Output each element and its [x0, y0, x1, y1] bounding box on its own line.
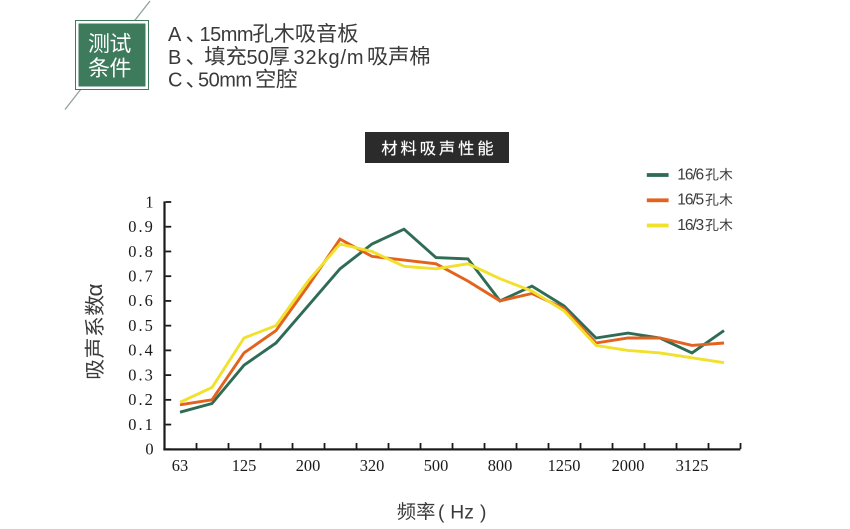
svg-text:0.9: 0.9: [128, 217, 155, 236]
svg-text:1: 1: [145, 192, 153, 211]
svg-text:50mm: 50mm: [198, 70, 252, 92]
svg-text:0.6: 0.6: [128, 291, 155, 310]
svg-text:63: 63: [172, 456, 188, 475]
svg-text:A: A: [168, 24, 182, 46]
svg-text:3125: 3125: [676, 456, 709, 475]
svg-text:2000: 2000: [612, 456, 645, 475]
svg-text:125: 125: [232, 456, 257, 475]
svg-text:16/3: 16/3: [677, 217, 703, 234]
svg-text:50: 50: [247, 47, 269, 69]
svg-text:α: α: [82, 283, 107, 296]
svg-text:15mm: 15mm: [200, 24, 254, 46]
svg-text:32kg/m: 32kg/m: [294, 47, 365, 69]
svg-text:0.2: 0.2: [128, 390, 155, 409]
svg-text:0.7: 0.7: [128, 266, 155, 285]
svg-text:Hz: Hz: [450, 502, 474, 523]
svg-text:C: C: [168, 70, 182, 92]
svg-text:1250: 1250: [548, 456, 581, 475]
svg-text:800: 800: [488, 456, 513, 475]
svg-text:0.1: 0.1: [128, 415, 155, 434]
svg-text:16/6: 16/6: [677, 166, 703, 183]
svg-text:0.8: 0.8: [128, 242, 155, 261]
svg-text:(: (: [438, 502, 445, 523]
svg-text:16/5: 16/5: [677, 192, 703, 209]
svg-text:0.4: 0.4: [128, 341, 155, 360]
svg-text:500: 500: [424, 456, 449, 475]
svg-text:320: 320: [360, 456, 385, 475]
svg-text:0.3: 0.3: [128, 365, 155, 384]
svg-text:200: 200: [296, 456, 321, 475]
svg-text:): ): [480, 502, 486, 523]
svg-text:0: 0: [145, 440, 153, 459]
svg-text:0.5: 0.5: [128, 316, 155, 335]
svg-text:B: B: [168, 47, 181, 69]
